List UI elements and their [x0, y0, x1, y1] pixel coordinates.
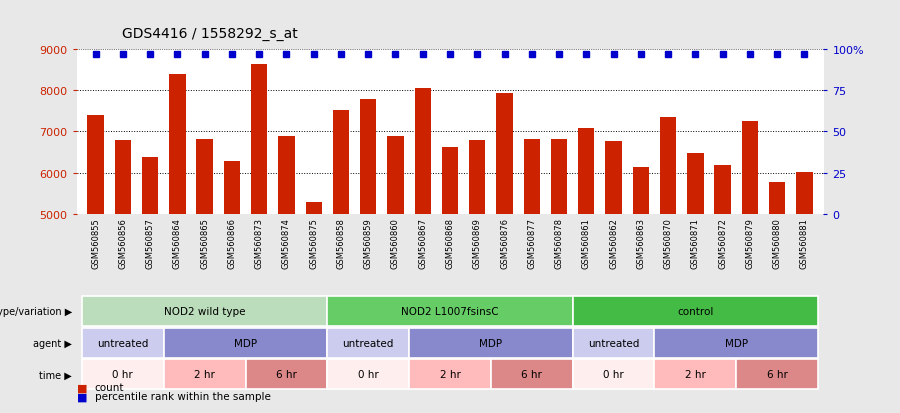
Text: untreated: untreated [343, 338, 394, 348]
Bar [278, 137, 294, 215]
Bar [796, 173, 813, 215]
Text: time ▶: time ▶ [40, 370, 72, 380]
Text: control: control [677, 306, 714, 316]
Text: agent ▶: agent ▶ [33, 338, 72, 348]
Text: 0 hr: 0 hr [112, 370, 133, 380]
Bar [633, 168, 649, 215]
Bar [142, 158, 158, 215]
Bar [169, 75, 185, 215]
Bar [114, 140, 131, 215]
Text: ■: ■ [76, 392, 87, 401]
Bar [469, 140, 485, 215]
Bar [551, 140, 567, 215]
Bar [524, 140, 540, 215]
Text: MDP: MDP [724, 338, 748, 348]
Bar [742, 122, 758, 215]
Bar [360, 100, 376, 215]
Text: 2 hr: 2 hr [439, 370, 461, 380]
Bar [578, 129, 595, 215]
Text: 6 hr: 6 hr [521, 370, 542, 380]
Text: 0 hr: 0 hr [358, 370, 379, 380]
Bar [496, 93, 513, 215]
Bar [87, 116, 104, 215]
Text: 0 hr: 0 hr [603, 370, 624, 380]
Text: untreated: untreated [588, 338, 639, 348]
Text: 6 hr: 6 hr [276, 370, 297, 380]
Text: 6 hr: 6 hr [767, 370, 788, 380]
Bar [442, 148, 458, 215]
Bar [387, 136, 404, 215]
Text: MDP: MDP [480, 338, 502, 348]
Text: untreated: untreated [97, 338, 148, 348]
Bar [606, 141, 622, 215]
Text: MDP: MDP [234, 338, 257, 348]
Bar [415, 89, 431, 215]
Bar [660, 118, 676, 215]
Bar [251, 64, 267, 215]
Bar [196, 140, 212, 215]
Text: 2 hr: 2 hr [194, 370, 215, 380]
Text: NOD2 L1007fsinsC: NOD2 L1007fsinsC [401, 306, 499, 316]
Text: 2 hr: 2 hr [685, 370, 706, 380]
Bar [769, 182, 786, 215]
Bar [688, 154, 704, 215]
Text: NOD2 wild type: NOD2 wild type [164, 306, 246, 316]
Text: ■: ■ [76, 382, 87, 392]
Text: percentile rank within the sample: percentile rank within the sample [94, 392, 270, 401]
Bar [715, 165, 731, 215]
Bar [305, 202, 322, 215]
Bar [333, 111, 349, 215]
Text: GDS4416 / 1558292_s_at: GDS4416 / 1558292_s_at [122, 27, 297, 41]
Text: genotype/variation ▶: genotype/variation ▶ [0, 306, 72, 316]
Bar [224, 162, 240, 215]
Text: count: count [94, 382, 124, 392]
